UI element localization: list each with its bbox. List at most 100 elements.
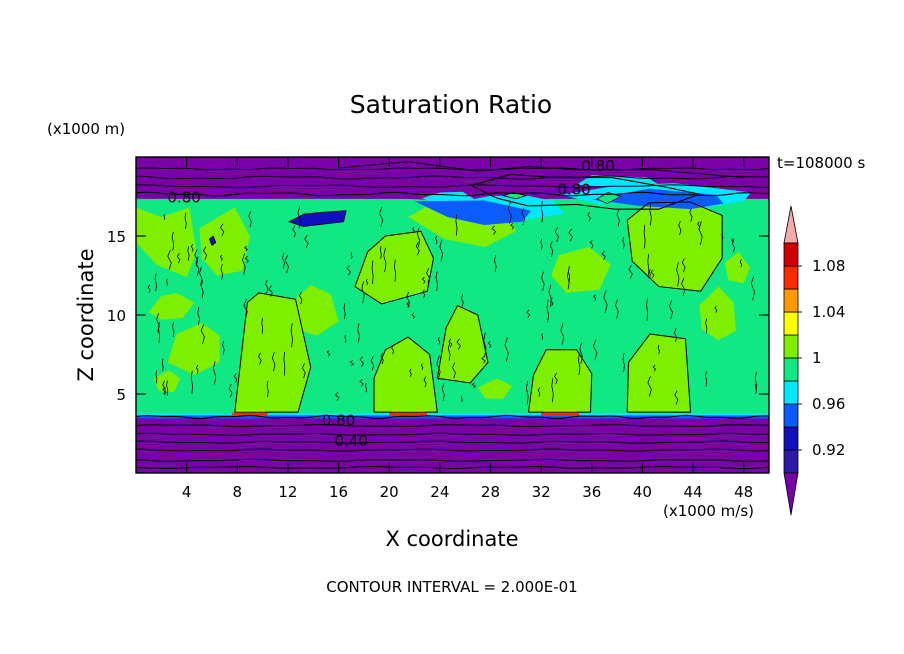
contour-fragment bbox=[669, 300, 673, 319]
contour-fragment bbox=[220, 264, 224, 281]
contour-lines bbox=[136, 161, 769, 470]
contour-fragment bbox=[155, 370, 158, 384]
contour-fragment bbox=[593, 294, 597, 301]
contour-line bbox=[136, 440, 769, 444]
contour-fragment bbox=[167, 249, 172, 270]
contour-line bbox=[136, 458, 769, 462]
contour-fragment bbox=[383, 247, 387, 273]
contour-fragment bbox=[365, 278, 368, 286]
x-tick-label: 36 bbox=[582, 483, 601, 501]
x-tick-label: 8 bbox=[233, 483, 243, 501]
heatmap-supersaturated-patch bbox=[389, 412, 428, 416]
contour-fragment bbox=[697, 221, 701, 230]
contour-fragment bbox=[370, 356, 375, 371]
contour-fragment bbox=[261, 317, 264, 334]
contour-fragment bbox=[705, 371, 708, 387]
contour-fragment bbox=[268, 285, 273, 297]
contour-fragment bbox=[380, 352, 384, 365]
contour-fragment bbox=[578, 352, 581, 376]
colorbar-bin bbox=[783, 426, 799, 451]
contour-fragment bbox=[297, 205, 301, 229]
heatmap-column bbox=[234, 292, 311, 413]
contour-fragment bbox=[282, 252, 285, 269]
x-tick-label: 12 bbox=[278, 483, 297, 501]
heatmap-column bbox=[199, 207, 250, 276]
contour-fragment bbox=[203, 246, 208, 260]
contour-fragment bbox=[243, 299, 248, 319]
contour-fragment bbox=[674, 328, 678, 343]
contour-fragment bbox=[187, 246, 190, 261]
contour-fragment bbox=[540, 238, 543, 251]
colorbar-bin bbox=[783, 357, 799, 382]
contour-line bbox=[354, 230, 435, 305]
contour-fragment bbox=[461, 395, 463, 402]
heatmap-column bbox=[724, 251, 751, 284]
heatmap-lower-boundary-cyan bbox=[136, 413, 769, 416]
contour-fragment bbox=[550, 297, 554, 307]
contour-fragment bbox=[493, 255, 497, 273]
contour-fragment bbox=[166, 278, 168, 286]
contour-fragment bbox=[350, 251, 353, 259]
contour-fragment bbox=[417, 227, 421, 248]
contour-fragment bbox=[326, 350, 331, 357]
contour-fragment bbox=[147, 284, 151, 293]
contour-fragment bbox=[678, 220, 682, 236]
x-tick-label: 16 bbox=[329, 483, 348, 501]
contour-fragment bbox=[292, 225, 297, 238]
contour-fragment bbox=[739, 259, 743, 268]
contour-fragment bbox=[689, 208, 693, 222]
contour-fragment bbox=[649, 269, 651, 278]
contour-fragment bbox=[554, 226, 559, 243]
contour-fragment bbox=[460, 294, 464, 307]
contour-fragment bbox=[541, 333, 544, 340]
contour-fragment bbox=[550, 240, 554, 257]
x-tick-label: 32 bbox=[532, 483, 551, 501]
contour-fragment bbox=[448, 338, 453, 348]
contour-fragment bbox=[652, 364, 656, 372]
contour-fragment bbox=[222, 340, 225, 355]
contour-fragment bbox=[411, 312, 415, 320]
contour-fragment bbox=[220, 223, 225, 236]
contour-fragment bbox=[646, 298, 648, 321]
contour-fragment bbox=[161, 358, 164, 372]
contour-fragment bbox=[190, 370, 193, 395]
contour-label: 0.40 bbox=[335, 432, 368, 450]
contour-fragment bbox=[242, 253, 246, 275]
contour-line bbox=[136, 432, 769, 436]
chart-title: Saturation Ratio bbox=[350, 90, 552, 119]
heatmap-column bbox=[167, 322, 220, 376]
contour-fragment bbox=[194, 249, 199, 267]
contour-line bbox=[136, 175, 769, 180]
contour-label: 0.80 bbox=[167, 189, 200, 207]
contour-fragment bbox=[439, 239, 444, 262]
contour-fragment bbox=[681, 277, 686, 297]
heatmap-column bbox=[528, 349, 592, 413]
contour-fragment bbox=[343, 303, 346, 320]
contour-fragment bbox=[603, 289, 608, 313]
contour-fragment bbox=[423, 376, 427, 388]
colorbar: 0.92 0.96 1 1.04 1.08 bbox=[783, 205, 845, 516]
heatmap-column bbox=[627, 333, 691, 413]
contour-fragment bbox=[406, 291, 410, 308]
contour-fragment bbox=[435, 235, 438, 245]
heatmap-column bbox=[477, 378, 512, 399]
contour-fragment bbox=[447, 342, 451, 361]
contour-fragment bbox=[507, 201, 512, 224]
contour-fragment bbox=[166, 380, 169, 397]
contour-fragment bbox=[415, 241, 420, 256]
contour-fragment bbox=[228, 384, 233, 398]
contour-fragment bbox=[647, 253, 650, 279]
contour-fragment bbox=[364, 383, 368, 393]
contour-fragment bbox=[488, 340, 492, 349]
contour-fragment bbox=[435, 271, 438, 292]
y-tick-label: 10 bbox=[107, 307, 126, 325]
contour-labels: 0.80 0.80 0.40 0.80 0.80 bbox=[167, 157, 614, 450]
contour-line bbox=[136, 414, 769, 420]
contour-fragment bbox=[163, 214, 166, 220]
contour-fragment bbox=[346, 265, 351, 276]
contour-interval-text: CONTOUR INTERVAL = 2.000E-01 bbox=[326, 578, 577, 596]
colorbar-bin bbox=[783, 380, 799, 405]
contour-fragment bbox=[244, 256, 249, 264]
contour-fragment bbox=[196, 365, 199, 374]
